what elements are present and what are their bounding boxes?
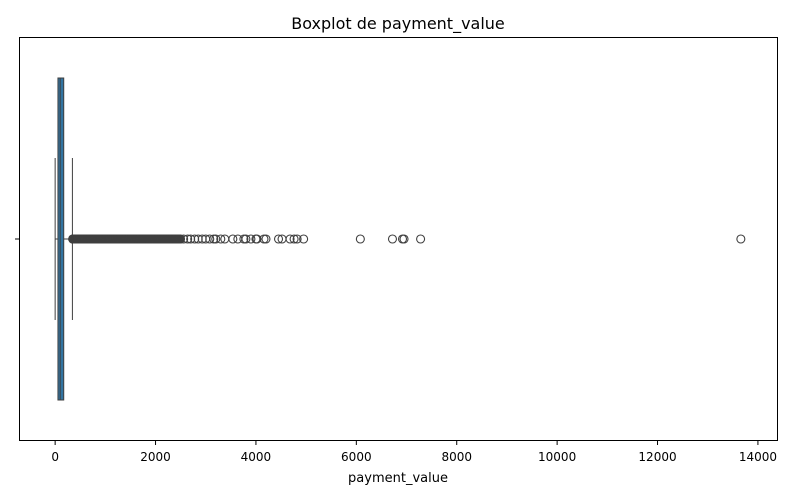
outlier-point — [285, 234, 295, 244]
outlier-point — [175, 234, 186, 244]
outlier-point — [205, 234, 215, 244]
x-tick-label: 2000 — [140, 450, 171, 464]
outlier-point — [216, 234, 226, 244]
outlier-group — [68, 234, 746, 244]
outlier-point — [241, 234, 251, 244]
iqr-box — [57, 77, 65, 401]
outlier-point — [273, 234, 284, 244]
x-tick-label: 0 — [51, 450, 59, 464]
outlier-point — [416, 234, 426, 244]
outlier-point — [736, 234, 746, 244]
x-tick-label: 6000 — [341, 450, 372, 464]
outlier-point — [211, 234, 221, 244]
x-tick-label: 10000 — [538, 450, 576, 464]
outlier-point — [261, 234, 271, 244]
x-tick-label: 8000 — [441, 450, 472, 464]
outlier-point — [292, 234, 302, 244]
outlier-point — [399, 234, 409, 244]
chart-title: Boxplot de payment_value — [291, 14, 505, 34]
outlier-point — [252, 234, 262, 244]
outlier-point — [299, 234, 309, 244]
x-tick-label: 4000 — [241, 450, 272, 464]
x-axis: 0 2000 4000 6000 8000 10000 12000 14000 — [51, 441, 777, 464]
outlier-point — [355, 234, 365, 244]
plot-area — [19, 37, 778, 441]
outlier-point — [387, 234, 398, 244]
outlier-point — [246, 234, 256, 244]
x-tick-label: 12000 — [638, 450, 676, 464]
outlier-point — [228, 234, 238, 244]
outlier-point — [289, 234, 299, 244]
boxplot-group — [54, 77, 73, 401]
x-axis-label: payment_value — [348, 471, 448, 486]
x-tick-label: 14000 — [739, 450, 777, 464]
